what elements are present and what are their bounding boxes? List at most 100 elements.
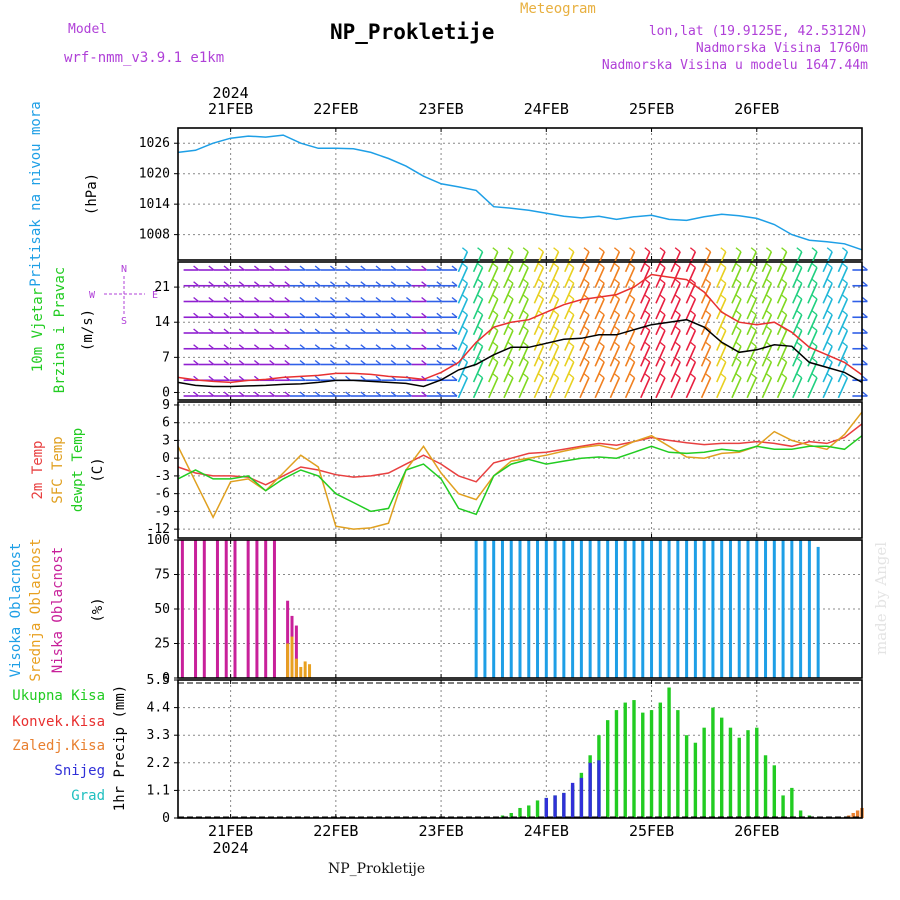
wind-barb bbox=[457, 377, 469, 399]
wind-barb-flag bbox=[583, 357, 590, 363]
precip_snow-bar bbox=[597, 760, 601, 818]
wind-barb-flag bbox=[598, 325, 605, 332]
cloud_high-bar bbox=[720, 540, 724, 678]
wind-barb-flag bbox=[861, 328, 868, 334]
wind-barb-flag bbox=[193, 391, 200, 397]
wind-barb-flag bbox=[314, 265, 321, 271]
wind-barb-flag bbox=[750, 373, 757, 379]
wind-barb-flag bbox=[405, 265, 412, 271]
wind-barb-flag bbox=[299, 281, 306, 287]
wind-barb-flag bbox=[329, 312, 336, 318]
y-tick-label: 3.3 bbox=[147, 728, 170, 743]
model-name: wrf-nmm_v3.9.1 e1km bbox=[64, 50, 225, 66]
wind-barb-flag bbox=[750, 262, 757, 269]
wind-barb bbox=[837, 314, 849, 336]
wind-barb-flag bbox=[796, 373, 803, 379]
wind-barb bbox=[761, 345, 773, 367]
wind-barb-flag bbox=[522, 310, 529, 316]
wind-barb bbox=[594, 314, 605, 336]
wind-barb-flag bbox=[553, 278, 560, 284]
wind-barb bbox=[533, 267, 545, 288]
wind-barb-flag bbox=[253, 312, 260, 318]
wind-label-2: Brzina i Pravac bbox=[52, 267, 68, 393]
wind-barb-flag bbox=[421, 312, 428, 318]
wind-barb-flag bbox=[720, 262, 727, 269]
wind-barb-flag bbox=[421, 391, 428, 397]
wind-barb-flag bbox=[689, 278, 696, 284]
cloud_low-bar bbox=[246, 540, 250, 678]
wind-barb-flag bbox=[568, 278, 575, 284]
wind-barb bbox=[700, 345, 712, 367]
wind-barb-flag bbox=[360, 328, 367, 334]
wind-barb bbox=[807, 282, 818, 304]
y-tick-label: 14 bbox=[154, 315, 170, 330]
wind-barb bbox=[776, 314, 788, 336]
cloud_mid-bar bbox=[290, 636, 294, 678]
wind-barb-flag bbox=[583, 310, 590, 316]
wind-barb-flag bbox=[193, 312, 200, 318]
precip_total-bar bbox=[763, 755, 768, 818]
wind-barb-flag bbox=[826, 325, 833, 332]
wind-barb-flag bbox=[861, 344, 868, 350]
wind-barb bbox=[716, 314, 727, 336]
model-elevation-text: Nadmorska Visina u modelu 1647.44m bbox=[601, 58, 868, 73]
wind-barb bbox=[700, 298, 712, 320]
wind-barb-flag bbox=[629, 341, 636, 347]
wind-barb bbox=[716, 267, 727, 288]
wind-barb-flag bbox=[629, 357, 636, 363]
wind-barb-flag bbox=[689, 357, 696, 363]
wind-barb-flag bbox=[826, 247, 833, 253]
wind-barb-flag bbox=[811, 325, 818, 332]
wind-barb-flag bbox=[421, 296, 428, 303]
y-tick-label: 1.1 bbox=[147, 783, 170, 798]
wind-barb-flag bbox=[405, 312, 412, 318]
wind-barb-flag bbox=[284, 344, 291, 350]
wind-barb-flag bbox=[598, 310, 605, 316]
wind-barb-flag bbox=[284, 359, 291, 366]
wind-barb bbox=[533, 330, 545, 351]
wind-barb-flag bbox=[674, 262, 681, 269]
x-tick-label-bottom: 24FEB bbox=[524, 822, 569, 840]
wind-barb-flag bbox=[451, 344, 458, 350]
wind-barb bbox=[792, 330, 803, 351]
wind-barb bbox=[503, 345, 514, 367]
wind-barb-flag bbox=[674, 357, 681, 363]
wind-barb bbox=[624, 361, 636, 383]
cloud_high-bar bbox=[474, 540, 478, 678]
wind-barb-flag bbox=[375, 328, 382, 334]
wind-barb-flag bbox=[329, 296, 336, 303]
wind-barb-flag bbox=[613, 325, 620, 332]
x-tick-label-bottom: 25FEB bbox=[629, 822, 674, 840]
wind-barb-flag bbox=[781, 294, 788, 300]
cloud_high-bar bbox=[632, 540, 636, 678]
wind-barb-flag bbox=[299, 296, 306, 303]
wind-barb-flag bbox=[436, 344, 443, 350]
wind-barb bbox=[518, 314, 529, 336]
precip_total-bar bbox=[772, 765, 777, 818]
wind-barb-flag bbox=[750, 294, 757, 300]
wind-barb-flag bbox=[477, 325, 484, 332]
wind-barb-flag bbox=[841, 247, 848, 253]
wind-barb bbox=[716, 282, 727, 304]
wind-barb bbox=[609, 267, 621, 288]
cloud_high-bar bbox=[728, 540, 732, 678]
wind-barb bbox=[518, 267, 529, 288]
wind-barb-flag bbox=[811, 247, 818, 253]
wind-barb-flag bbox=[629, 294, 636, 300]
wind-barb-flag bbox=[796, 341, 803, 347]
wind-barb bbox=[746, 377, 757, 399]
wind-barb-flag bbox=[796, 357, 803, 363]
wind-barb-flag bbox=[405, 391, 412, 397]
wind-barb bbox=[640, 314, 651, 336]
wind-barb bbox=[472, 361, 484, 383]
wind-barb-flag bbox=[421, 328, 428, 334]
wind-barb bbox=[822, 345, 833, 367]
wind-barb-flag bbox=[360, 281, 367, 287]
wind-barb-flag bbox=[390, 328, 397, 334]
wind-barb-flag bbox=[720, 294, 727, 300]
wind-barb-flag bbox=[208, 359, 215, 366]
wind-barb bbox=[807, 361, 818, 383]
cloud_low-bar bbox=[202, 540, 206, 678]
wind-barb bbox=[564, 377, 575, 399]
wind-barb bbox=[670, 377, 681, 399]
